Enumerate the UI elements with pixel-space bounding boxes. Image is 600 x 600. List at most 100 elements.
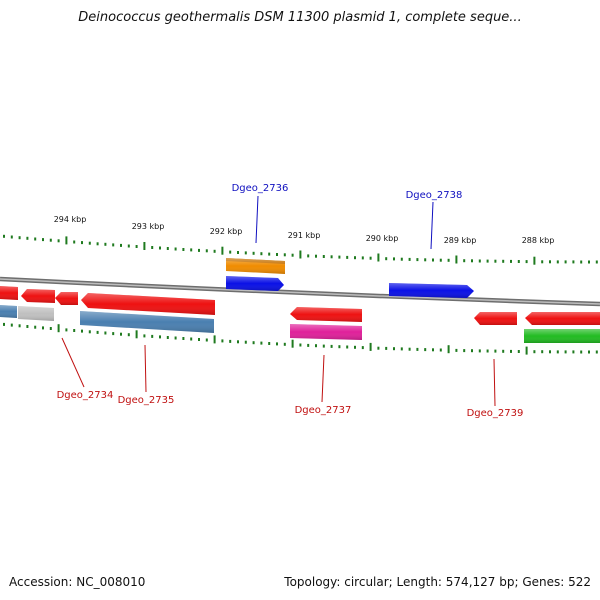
minor-tick: [564, 350, 567, 354]
gene-green-right[interactable]: [524, 329, 600, 343]
gene-dgeo-2735-red[interactable]: [81, 293, 215, 315]
minor-tick: [361, 346, 364, 350]
gene-dgeo-2738[interactable]: [389, 283, 474, 298]
gene-red-right[interactable]: [525, 312, 600, 325]
gene-dgeo-2735[interactable]: [80, 311, 214, 333]
minor-tick: [120, 332, 122, 336]
minor-tick: [73, 240, 76, 244]
gene-red[interactable]: [55, 292, 78, 305]
gene-red-edge[interactable]: [0, 286, 18, 300]
minor-tick: [408, 257, 411, 261]
minor-tick: [34, 237, 37, 241]
minor-tick: [221, 339, 224, 343]
minor-tick: [213, 249, 216, 253]
minor-tick: [361, 256, 364, 260]
minor-tick: [182, 337, 185, 340]
gene-steelblue-edge[interactable]: [0, 305, 17, 318]
minor-tick: [572, 350, 575, 354]
minor-tick: [580, 260, 583, 264]
minor-tick: [533, 350, 536, 354]
minor-tick: [455, 348, 458, 352]
minor-tick: [588, 260, 590, 264]
minor-tick: [486, 259, 489, 263]
minor-tick: [268, 342, 271, 345]
minor-tick: [549, 260, 551, 264]
minor-tick: [291, 253, 294, 257]
gene-dgeo-2736[interactable]: [226, 276, 284, 291]
minor-tick: [18, 324, 21, 328]
minor-tick: [237, 251, 239, 254]
minor-tick: [182, 248, 185, 251]
gene-dgeo-2737-red[interactable]: [290, 307, 362, 322]
minor-tick: [42, 238, 44, 242]
minor-tick: [159, 246, 161, 250]
major-tick: [291, 339, 294, 348]
minor-tick: [330, 255, 333, 259]
minor-tick: [463, 259, 466, 263]
minor-tick: [517, 350, 520, 353]
forward-genes: [226, 258, 474, 298]
gene-red[interactable]: [21, 289, 55, 303]
tick-label: 292 kbp: [210, 227, 243, 236]
gene-label-dgeo-2734[interactable]: Dgeo_2734: [57, 390, 114, 401]
tick-label: 291 kbp: [288, 231, 321, 240]
minor-tick: [432, 258, 434, 262]
minor-tick: [237, 340, 239, 344]
topology-summary: Topology: circular; Length: 574,127 bp; …: [284, 575, 591, 589]
tick-label: 294 kbp: [54, 215, 87, 224]
major-tick: [299, 250, 302, 259]
minor-tick: [307, 343, 310, 347]
minor-tick: [268, 252, 271, 256]
minor-tick: [588, 350, 590, 354]
gene-label-dgeo-2737[interactable]: Dgeo_2737: [295, 405, 352, 416]
major-tick: [57, 324, 60, 333]
minor-tick: [252, 251, 255, 255]
tick-label: 290 kbp: [366, 234, 399, 243]
gene-dgeo-2737[interactable]: [290, 324, 362, 340]
label-leaders: [61, 195, 496, 407]
minor-tick: [439, 258, 442, 262]
minor-tick: [3, 322, 5, 326]
minor-tick: [283, 253, 286, 257]
minor-tick: [385, 257, 388, 261]
minor-tick: [190, 248, 193, 252]
minor-tick: [10, 235, 13, 239]
minor-tick: [112, 243, 115, 247]
gene-label-dgeo-2739[interactable]: Dgeo_2739: [467, 408, 524, 419]
gene-dgeo-2739[interactable]: [474, 312, 517, 325]
minor-tick: [510, 259, 512, 263]
minor-tick: [166, 247, 169, 250]
minor-tick: [510, 349, 512, 353]
major-tick: [533, 256, 536, 265]
gene-labels: Dgeo_2736 Dgeo_2738 Dgeo_2734 Dgeo_2735 …: [57, 183, 524, 419]
minor-tick: [502, 259, 505, 263]
minor-tick: [151, 246, 154, 249]
minor-tick: [49, 238, 52, 242]
gene-label-dgeo-2735[interactable]: Dgeo_2735: [118, 395, 175, 406]
minor-tick: [408, 347, 411, 351]
minor-tick: [416, 258, 419, 262]
minor-tick: [307, 254, 310, 258]
gene-label-dgeo-2738[interactable]: Dgeo_2738: [406, 190, 463, 201]
minor-tick: [556, 350, 559, 354]
minor-tick: [229, 250, 232, 254]
gene-dgeo-2736-orange[interactable]: [226, 258, 285, 274]
minor-tick: [416, 347, 419, 351]
minor-tick: [494, 259, 497, 263]
minor-tick: [34, 325, 37, 329]
minor-tick: [393, 257, 395, 261]
major-tick: [213, 335, 216, 344]
minor-tick: [346, 255, 349, 259]
minor-tick: [18, 236, 21, 240]
minor-tick: [330, 344, 333, 348]
minor-tick: [198, 338, 200, 341]
major-tick: [143, 242, 146, 250]
minor-tick: [174, 336, 177, 340]
minor-tick: [159, 335, 161, 339]
gene-dgeo-2734[interactable]: [18, 306, 54, 321]
minor-tick: [96, 330, 99, 334]
major-tick: [447, 345, 450, 354]
gene-label-dgeo-2736[interactable]: Dgeo_2736: [232, 183, 289, 194]
minor-tick: [174, 247, 177, 251]
tick-label: 293 kbp: [132, 222, 165, 231]
